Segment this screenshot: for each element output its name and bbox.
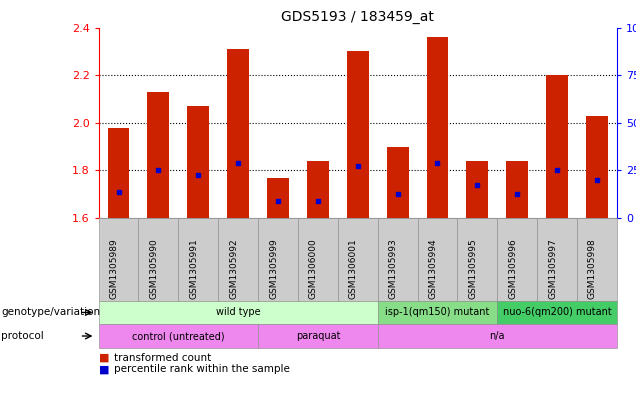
Bar <box>546 75 568 218</box>
Text: ■: ■ <box>99 353 109 363</box>
Bar <box>506 161 529 218</box>
Text: genotype/variation: genotype/variation <box>1 307 100 318</box>
Text: GSM1305993: GSM1305993 <box>389 238 398 299</box>
Text: GSM1306001: GSM1306001 <box>349 238 357 299</box>
Text: GSM1305999: GSM1305999 <box>269 238 278 299</box>
Text: isp-1(qm150) mutant: isp-1(qm150) mutant <box>385 307 490 318</box>
Text: GSM1305989: GSM1305989 <box>109 238 118 299</box>
Text: n/a: n/a <box>490 331 505 341</box>
Text: GSM1305991: GSM1305991 <box>190 238 198 299</box>
Bar <box>347 51 369 218</box>
Text: GSM1306000: GSM1306000 <box>309 238 318 299</box>
Text: control (untreated): control (untreated) <box>132 331 225 341</box>
Text: GSM1305996: GSM1305996 <box>508 238 517 299</box>
Bar <box>586 116 608 218</box>
Bar <box>107 128 130 218</box>
Text: percentile rank within the sample: percentile rank within the sample <box>114 364 291 375</box>
Text: GSM1305997: GSM1305997 <box>548 238 557 299</box>
Bar <box>148 92 169 218</box>
Bar <box>387 147 408 218</box>
Text: GSM1305995: GSM1305995 <box>468 238 478 299</box>
Text: ■: ■ <box>99 364 109 375</box>
Text: GSM1305998: GSM1305998 <box>588 238 597 299</box>
Bar <box>227 49 249 218</box>
Bar <box>267 178 289 218</box>
Text: paraquat: paraquat <box>296 331 340 341</box>
Bar <box>466 161 488 218</box>
Text: transformed count: transformed count <box>114 353 212 363</box>
Text: wild type: wild type <box>216 307 261 318</box>
Text: protocol: protocol <box>1 331 44 341</box>
Text: nuo-6(qm200) mutant: nuo-6(qm200) mutant <box>502 307 611 318</box>
Text: GSM1305990: GSM1305990 <box>149 238 158 299</box>
Bar <box>187 106 209 218</box>
Bar <box>427 37 448 218</box>
Bar <box>307 161 329 218</box>
Text: GSM1305992: GSM1305992 <box>229 238 238 299</box>
Text: GSM1305994: GSM1305994 <box>429 238 438 299</box>
Title: GDS5193 / 183459_at: GDS5193 / 183459_at <box>281 10 434 24</box>
